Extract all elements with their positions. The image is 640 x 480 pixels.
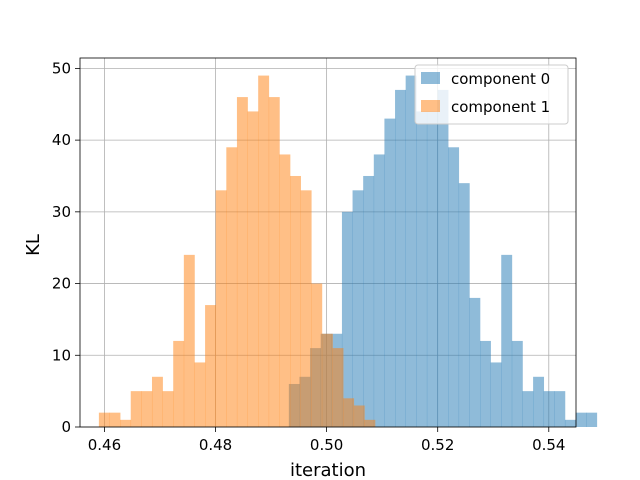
legend-swatch: [421, 100, 440, 112]
histogram-bar: [543, 391, 555, 427]
x-tick-label: 0.46: [88, 436, 121, 454]
histogram-bar: [363, 175, 375, 427]
x-tick-label: 0.48: [199, 436, 232, 454]
histogram-bar: [205, 305, 217, 427]
series-0-bars: [288, 75, 598, 428]
histogram-bar: [300, 190, 312, 427]
y-tick-label: 40: [52, 131, 71, 149]
legend-label: component 0: [451, 70, 550, 88]
histogram-bar: [120, 419, 132, 427]
histogram-bar: [586, 412, 598, 427]
histogram-bar: [564, 419, 576, 427]
histogram-bar: [575, 412, 587, 427]
histogram-bar: [490, 362, 502, 427]
histogram-bar: [98, 412, 110, 427]
histogram-bar: [130, 391, 142, 427]
histogram-bar: [332, 348, 344, 427]
x-tick-label: 0.52: [421, 436, 454, 454]
histogram-bar: [395, 89, 406, 427]
histogram-bar: [469, 297, 481, 427]
histogram-bar: [341, 211, 353, 427]
histogram-bar: [501, 254, 513, 427]
y-tick-label: 50: [52, 59, 71, 77]
histogram-bar: [426, 111, 438, 427]
histogram-bar: [226, 147, 238, 427]
histogram-bar: [352, 190, 364, 427]
y-axis-ticks: 0 10 20 30 40 50: [52, 59, 80, 436]
histogram-bar: [162, 391, 174, 427]
histogram-bar: [373, 154, 385, 427]
y-tick-label: 20: [52, 275, 71, 293]
histogram-bar: [173, 340, 185, 427]
histogram-bar: [343, 398, 355, 427]
histogram-bar: [258, 75, 270, 428]
x-axis-ticks: 0.46 0.48 0.50 0.52 0.54: [88, 427, 565, 454]
histogram-bar: [290, 175, 301, 427]
histogram-bar: [384, 118, 396, 427]
histogram-bar: [437, 89, 449, 427]
y-tick-label: 0: [61, 418, 71, 436]
x-axis-label: iteration: [290, 460, 366, 480]
histogram-bar: [321, 333, 333, 427]
histogram-bar: [364, 419, 376, 427]
histogram-bar: [405, 75, 417, 428]
legend-label: component 1: [451, 98, 550, 116]
histogram-bar: [268, 97, 280, 427]
histogram-bar: [109, 412, 121, 427]
histogram-bar: [533, 376, 545, 427]
histogram-bars: [98, 75, 598, 428]
plot-frame: [79, 57, 577, 428]
y-tick-label: 10: [52, 346, 71, 364]
histogram-bar: [511, 340, 523, 427]
histogram-bar: [458, 183, 470, 427]
legend: component 0 component 1: [414, 64, 569, 125]
histogram-bar: [151, 376, 163, 427]
histogram-bar: [522, 391, 534, 427]
histogram-bar: [479, 340, 491, 427]
y-axis-label: KL: [23, 234, 44, 256]
histogram-bar: [183, 254, 195, 427]
series-1-bars: [98, 75, 376, 428]
histogram-bar: [236, 97, 248, 427]
legend-swatch: [421, 72, 440, 84]
histogram-bar: [141, 391, 153, 427]
legend-box: [414, 64, 569, 125]
histogram-bar: [554, 391, 566, 427]
histogram-bar: [247, 111, 259, 427]
histogram-bar: [448, 147, 460, 427]
histogram-bar: [416, 111, 428, 427]
histogram-bar: [353, 405, 365, 427]
histogram-bar: [279, 154, 291, 427]
histogram-bar: [215, 190, 227, 427]
x-tick-label: 0.50: [310, 436, 343, 454]
histogram-bar: [311, 283, 323, 427]
y-tick-label: 30: [52, 203, 71, 221]
x-tick-label: 0.54: [532, 436, 565, 454]
histogram-bar: [194, 362, 206, 427]
